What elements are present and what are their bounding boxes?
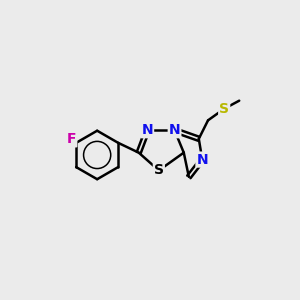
Text: N: N <box>169 123 180 137</box>
Text: F: F <box>67 132 76 146</box>
Text: S: S <box>154 164 164 177</box>
Text: S: S <box>219 102 229 116</box>
Text: N: N <box>142 123 153 137</box>
Text: N: N <box>196 153 208 166</box>
